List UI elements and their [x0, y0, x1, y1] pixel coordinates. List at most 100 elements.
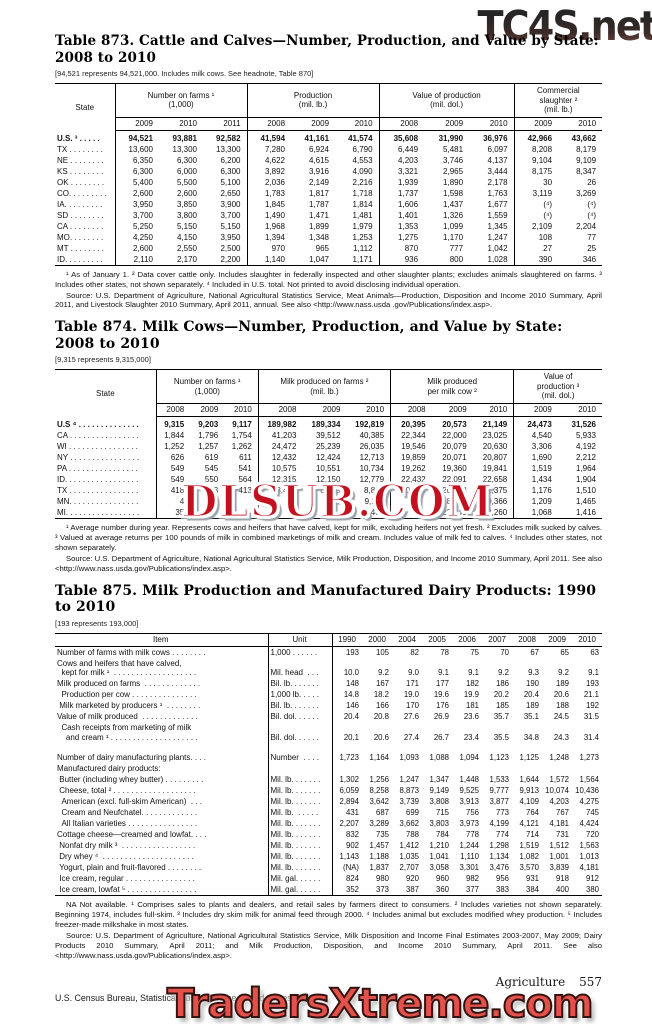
table-cell: 23.6: [463, 712, 479, 722]
table-cell: 5,150: [176, 221, 197, 231]
table-cell: Mil. gal. . . . . .: [267, 873, 332, 885]
table-cell: 3,058: [429, 863, 449, 873]
table-cell: 1,481: [352, 210, 373, 220]
table-cell: 3,900: [220, 199, 241, 209]
table-cell: All Italian varieties . . . . . . . . . …: [57, 819, 198, 829]
table-cell: [452, 763, 482, 774]
table-cell: 35.7: [493, 712, 509, 722]
table-cell: 19,262: [390, 463, 432, 475]
table-cell: 1,000 . . . . . .: [267, 646, 332, 659]
table-cell: 192: [585, 701, 599, 711]
table-cell: 170: [405, 701, 419, 711]
table-cell: [542, 743, 572, 753]
table-cell: 2,212: [575, 452, 596, 462]
dairy-table-body: Number of farms with milk cows . . . . .…: [55, 646, 602, 896]
table-cell: 1,326: [443, 210, 464, 220]
table-cell: 1,904: [575, 474, 596, 484]
table-cell: 3,700: [220, 210, 241, 220]
table-cell: 5,150: [220, 221, 241, 231]
table-cell: 1,210: [429, 841, 449, 851]
table-cell: 1,510: [575, 485, 596, 495]
table-cell: Number of dairy manufacturing plants. . …: [57, 753, 206, 763]
table-cell: 9.1: [588, 668, 599, 678]
table-cell: 22,432: [390, 474, 432, 486]
table-cell: TX . . . . . . . . . . . . . . . .: [57, 485, 139, 495]
table-cell: 12,432: [257, 452, 303, 464]
table-cell: 1,068: [513, 507, 558, 519]
table-cell: 41,574: [348, 133, 373, 143]
column-group-farms: Number on farms ¹ (1,000): [155, 369, 259, 404]
table-row: Ice cream, regular . . . . . . . . . . .…: [55, 873, 602, 885]
table-cell: 549: [155, 463, 191, 475]
table-cell: 1,110: [460, 852, 479, 862]
table-cell: 31.5: [583, 712, 599, 722]
table-cell: 9,913: [519, 786, 539, 796]
table-cell: 94,521: [114, 130, 159, 144]
table-cell: 31,990: [438, 133, 464, 143]
year-header: 2010: [159, 117, 203, 131]
table-cell: 832: [331, 829, 362, 841]
table-cell: 22,000: [442, 430, 467, 440]
table-cell: 2,650: [220, 188, 241, 198]
table-cell: 3,973: [459, 819, 479, 829]
table-cell: Milk produced on farms . . . . . . . . .…: [57, 679, 201, 689]
table-873-title: Table 873. Cattle and Calves—Number, Pro…: [55, 33, 599, 66]
table-cell: 1,247: [399, 775, 419, 785]
table-cell: 42,966: [513, 130, 559, 144]
table-cell: 12,150: [315, 474, 341, 484]
year-header: 2010: [558, 117, 603, 131]
table-cell: 23.4: [463, 732, 479, 742]
table-cell: 192,819: [355, 419, 385, 429]
table-cell: 1,968: [246, 220, 292, 232]
table-cell: 20,071: [442, 452, 467, 462]
table-cell: 1,302: [331, 774, 362, 786]
table-cell: 3,306: [513, 441, 558, 453]
table-cell: 3,850: [176, 199, 197, 209]
table-cell: 12,424: [315, 452, 341, 462]
table-cell: 167: [375, 679, 389, 689]
table-cell: 1,176: [513, 485, 558, 497]
table-cell: CO. . . . . . . . .: [57, 188, 107, 198]
year-header: 2008: [155, 403, 191, 418]
table-row: Dry whey ⁴ . . . . . . . . . . . . . . .…: [55, 851, 602, 863]
table-cell: 5,100: [220, 177, 241, 187]
table-cell: Production per cow . . . . . . . . . . .…: [57, 690, 197, 700]
table-cell: 18,930: [442, 496, 467, 506]
cattle-table-body: U.S. ³ . . . . . 94,521 93,881 92,582 41,594…: [55, 130, 602, 266]
table-cell: 1,123: [489, 753, 509, 763]
table-cell: 65: [560, 647, 569, 657]
table-cell: 6,200: [220, 155, 241, 165]
table-cell: 9,315: [155, 416, 191, 431]
table-cell: 20.4: [331, 711, 362, 723]
table-cell: 20.6: [373, 732, 389, 742]
table-cell: 9,525: [459, 786, 479, 796]
table-cell: 10,074: [545, 786, 569, 796]
table-cell: 4,090: [352, 166, 373, 176]
table-cell: 8,873: [399, 786, 419, 796]
table-cell: 1,247: [487, 232, 508, 242]
table-cell: 3,739: [399, 797, 419, 807]
table-cell: CA . . . . . . . .: [57, 221, 104, 231]
table-cell: 10,436: [575, 786, 599, 796]
table-cell: 1,964: [575, 463, 596, 473]
table-cell: ID. . . . . . . . .: [57, 254, 103, 264]
table-cell: 774: [495, 830, 509, 840]
table-cell: 12,315: [257, 474, 303, 486]
table-cell: 1,939: [378, 176, 425, 188]
table-cell: 626: [155, 452, 191, 464]
table-row: Cottage cheese—creamed and lowfat. . . .…: [55, 829, 602, 841]
table-row: TX . . . . . . . . . . . . . . . . 418 423…: [55, 485, 602, 497]
table-cell: 380: [585, 885, 599, 895]
table-cell: Mil. lb. . . . . . .: [267, 796, 332, 808]
table-cell: 19.6: [433, 690, 449, 700]
table-cell: 918: [555, 874, 569, 884]
table-cell: Mil. lb. . . . . . .: [267, 818, 332, 830]
table-cell: 1,598: [443, 188, 464, 198]
table-cell: 4,250: [114, 231, 159, 243]
table-cell: 35,608: [378, 130, 425, 144]
table-cell: 1,844: [155, 430, 191, 442]
table-cell: 36,976: [483, 133, 508, 143]
table-cell: 2,894: [331, 796, 362, 808]
table-cell: 1,248: [549, 753, 569, 763]
